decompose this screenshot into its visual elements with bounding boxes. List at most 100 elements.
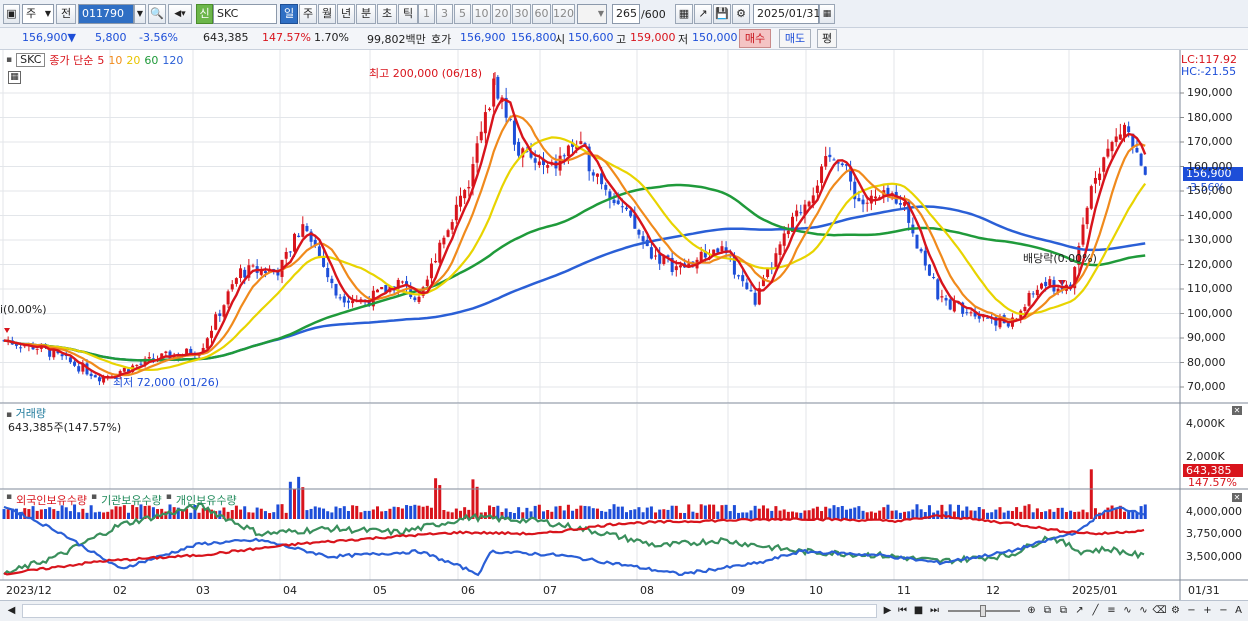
- candle-body: [322, 256, 326, 267]
- interval-20[interactable]: 20: [492, 4, 511, 24]
- candle-body: [429, 263, 433, 279]
- buy-button[interactable]: 매수: [739, 29, 771, 48]
- sell-button[interactable]: 매도: [779, 29, 811, 48]
- candle-body: [562, 155, 566, 157]
- stock-code-input[interactable]: 011790: [78, 4, 134, 24]
- code-dropdown-chevron-icon[interactable]: ▼: [134, 4, 146, 24]
- drag-handle-icon[interactable]: ▪: [90, 492, 98, 502]
- volume-bar: [770, 510, 774, 519]
- candle-body: [127, 369, 130, 372]
- wave2-icon[interactable]: ∿: [1139, 605, 1148, 616]
- candle-body: [712, 249, 716, 256]
- interval-120[interactable]: 120: [552, 4, 575, 24]
- candle-body: [529, 152, 533, 158]
- copy-icon[interactable]: ⧉: [1059, 605, 1068, 616]
- volume-bar: [2, 509, 6, 519]
- volume-bar: [695, 512, 699, 519]
- tab-year[interactable]: 년: [337, 4, 355, 24]
- interval-1[interactable]: 1: [418, 4, 435, 24]
- scroll-right-icon[interactable]: ▶: [883, 605, 892, 616]
- volume-bar: [392, 506, 396, 519]
- volume-bar: [649, 506, 653, 519]
- stock-chart[interactable]: [0, 50, 1248, 600]
- x-axis-label: 05: [373, 584, 387, 597]
- save-icon[interactable]: 💾: [713, 4, 731, 24]
- draw-line-icon[interactable]: ╱: [1092, 605, 1099, 616]
- scroll-track[interactable]: [22, 604, 877, 618]
- settings-icon[interactable]: ⚙: [1171, 605, 1180, 616]
- candle-body: [778, 244, 782, 255]
- tab-week[interactable]: 주: [299, 4, 317, 24]
- window-icon[interactable]: ▣: [3, 4, 20, 24]
- speaker-icon[interactable]: ◀▾: [168, 4, 192, 24]
- chart-grid: [0, 50, 1184, 580]
- drag-handle-icon[interactable]: ▪: [6, 55, 13, 65]
- tab-month[interactable]: 월: [318, 4, 336, 24]
- tab-minute[interactable]: 분: [356, 4, 376, 24]
- wave-icon[interactable]: ∿: [1123, 605, 1132, 616]
- minus-icon[interactable]: −: [1187, 605, 1196, 616]
- search-icon[interactable]: 🔍: [148, 4, 166, 24]
- rewind-icon[interactable]: ⏮: [898, 605, 907, 616]
- plus-icon[interactable]: +: [1203, 605, 1212, 616]
- volume-bar: [703, 505, 707, 519]
- volume-bar: [429, 507, 433, 519]
- trend-line-icon[interactable]: ↗: [1075, 605, 1084, 616]
- eraser-icon[interactable]: ⌫: [1152, 605, 1167, 616]
- trade-amount: 99,802백만: [367, 33, 426, 46]
- drag-handle-icon[interactable]: ▪: [165, 492, 172, 502]
- zoom-out-icon[interactable]: −: [1219, 605, 1228, 616]
- volume-bar: [1077, 511, 1081, 519]
- tab-tick[interactable]: 틱: [398, 4, 418, 24]
- volume-bar: [504, 508, 508, 519]
- candle-body: [961, 302, 965, 314]
- candle-body: [405, 281, 409, 286]
- volume-bar: [438, 485, 442, 519]
- candle-body: [1114, 136, 1118, 143]
- interval-30[interactable]: 30: [512, 4, 531, 24]
- stop-icon[interactable]: ■: [913, 605, 924, 616]
- evaluate-button[interactable]: 평: [817, 29, 837, 48]
- candle-body: [413, 297, 417, 301]
- scroll-left-icon[interactable]: ◀: [7, 605, 16, 616]
- indicator-table-icon[interactable]: ▦: [8, 71, 21, 84]
- volume-bar: [48, 507, 52, 519]
- interval-custom-input[interactable]: ▼: [577, 4, 607, 24]
- candle-body: [492, 78, 496, 107]
- auto-scale-icon[interactable]: A: [1235, 605, 1242, 616]
- calendar-icon[interactable]: ▦: [819, 4, 835, 24]
- volume-bar: [467, 509, 471, 519]
- x-axis-label: 11: [897, 584, 911, 597]
- chart-draw-icon[interactable]: ↗: [694, 4, 712, 24]
- high-annotation: 최고 200,000 (06/18): [369, 67, 483, 80]
- zoom-slider-handle[interactable]: [980, 605, 986, 617]
- interval-60[interactable]: 60: [532, 4, 551, 24]
- candle-body: [351, 300, 355, 304]
- volume-bar: [761, 505, 765, 519]
- low-price: 150,000: [692, 31, 738, 44]
- tab-second[interactable]: 초: [377, 4, 397, 24]
- holding-pane-close-icon[interactable]: ✕: [1232, 493, 1242, 502]
- symbol-tag[interactable]: SKC: [16, 53, 46, 67]
- fibonacci-icon[interactable]: ≡: [1107, 605, 1116, 616]
- fast-forward-icon[interactable]: ⏭: [930, 605, 939, 616]
- candle-body: [799, 212, 803, 214]
- layout-icon[interactable]: ⧉: [1043, 605, 1052, 616]
- volume-bar: [683, 512, 687, 519]
- prev-button[interactable]: 전: [56, 4, 76, 24]
- volume-pane-close-icon[interactable]: ✕: [1232, 406, 1242, 415]
- candle-body: [753, 292, 757, 305]
- candle-body: [849, 167, 853, 182]
- interval-3[interactable]: 3: [436, 4, 453, 24]
- interval-10[interactable]: 10: [472, 4, 491, 24]
- crosshair-icon[interactable]: ⊕: [1027, 605, 1036, 616]
- tab-day[interactable]: 일: [280, 4, 298, 24]
- period-type-select[interactable]: 주 ▼: [22, 4, 54, 24]
- grid-settings-icon[interactable]: ▦: [675, 4, 693, 24]
- drag-handle-icon[interactable]: ▪: [6, 492, 13, 502]
- drag-handle-icon[interactable]: ▪: [6, 410, 13, 420]
- interval-5[interactable]: 5: [454, 4, 471, 24]
- gear-icon[interactable]: ⚙: [732, 4, 750, 24]
- count-input[interactable]: 265: [612, 4, 640, 24]
- date-input[interactable]: 2025/01/31: [753, 4, 820, 24]
